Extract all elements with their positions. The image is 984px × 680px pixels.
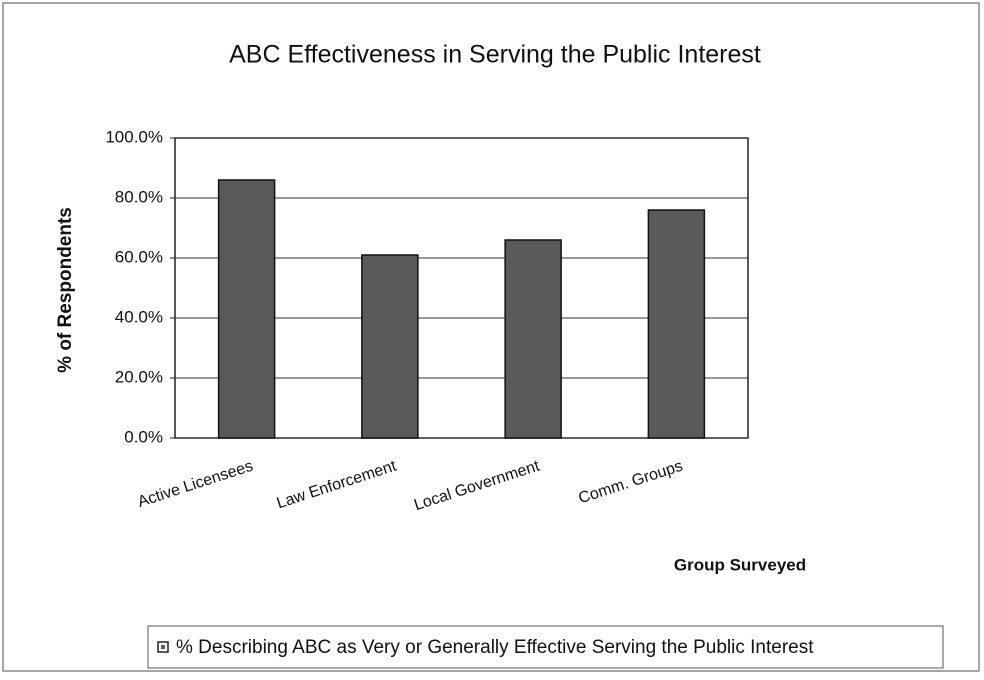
y-tick-label: 100.0% bbox=[105, 127, 163, 146]
bar bbox=[217, 179, 276, 439]
y-tick-label: 40.0% bbox=[115, 307, 163, 326]
legend-swatch-inner bbox=[161, 645, 165, 649]
bar bbox=[647, 209, 706, 439]
y-tick-label: 80.0% bbox=[115, 187, 163, 206]
y-axis-label: % of Respondents bbox=[55, 207, 76, 373]
bar bbox=[361, 254, 419, 439]
legend-label: % Describing ABC as Very or Generally Ef… bbox=[176, 637, 814, 658]
bar bbox=[504, 239, 562, 439]
y-tick-label: 20.0% bbox=[115, 367, 163, 386]
chart-frame bbox=[2, 2, 980, 672]
y-tick-label: 60.0% bbox=[115, 247, 163, 266]
x-axis-label: Group Surveyed bbox=[674, 555, 806, 574]
legend bbox=[147, 625, 944, 669]
chart-title: ABC Effectiveness in Serving the Public … bbox=[229, 41, 761, 69]
y-tick-label: 0.0% bbox=[124, 427, 163, 446]
